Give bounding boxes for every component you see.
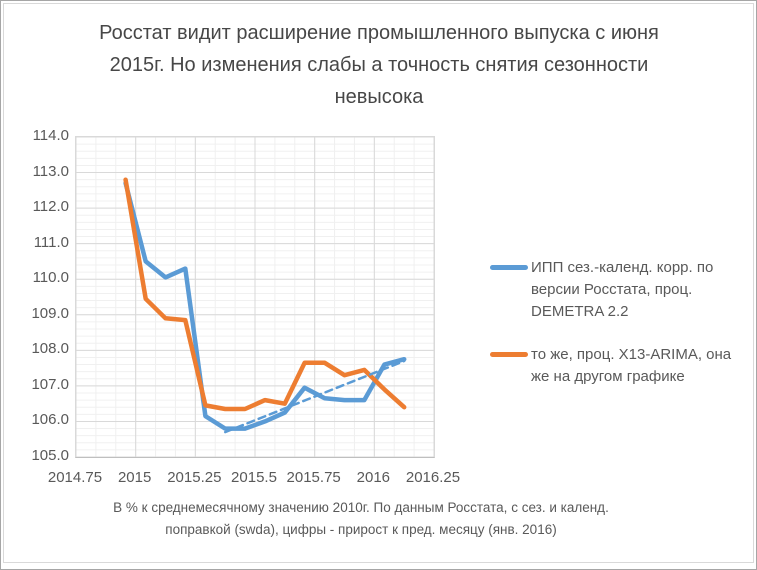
y-axis-tick-label: 113.0 <box>32 162 69 180</box>
y-axis-tick-label: 106.0 <box>31 411 69 429</box>
legend-item-x13: то же, проц. X13-ARIMA, она же на другом… <box>490 344 742 388</box>
x-axis-tick-label: 2015.25 <box>167 469 222 486</box>
footnote-line-1: В % к среднемесячному значению 2010г. По… <box>113 500 609 515</box>
x-axis-tick-label: 2015.75 <box>286 469 341 486</box>
y-axis-tick-label: 112.0 <box>32 198 69 216</box>
x-axis-tick-label: 2015.5 <box>231 469 277 486</box>
footnote: В % к среднемесячному значению 2010г. По… <box>1 497 721 541</box>
plot-area <box>75 136 435 458</box>
series-line-trend-dashed <box>223 359 406 434</box>
y-axis-tick-label: 111.0 <box>33 233 69 251</box>
legend-label: ИПП сез.-календ. корр. по версии Росстат… <box>531 259 714 320</box>
y-axis-tick-label: 108.0 <box>31 340 69 358</box>
series-line-0 <box>123 180 407 431</box>
y-axis-tick-label: 110.0 <box>32 269 69 287</box>
chart-title: Росстат видит расширение промышленного в… <box>99 22 659 108</box>
x-axis-tick-label: 2016.25 <box>405 469 461 486</box>
footnote-line-2: поправкой (swda), цифры - прирост к пред… <box>165 522 557 537</box>
y-axis-tick-label: 109.0 <box>31 304 69 322</box>
x-axis-tick-label: 2014.75 <box>47 469 103 486</box>
x-axis-tick-label: 2015 <box>117 469 152 486</box>
y-axis-tick-label: 105.0 <box>31 447 69 464</box>
legend: ИПП сез.-календ. корр. по версии Росстат… <box>490 257 742 409</box>
legend-item-demetra: ИПП сез.-календ. корр. по версии Росстат… <box>490 257 742 323</box>
x-axis-tick-label: 2016 <box>356 469 391 486</box>
legend-line-swatch-blue <box>490 265 528 270</box>
legend-line-swatch-orange <box>490 352 528 357</box>
legend-label: то же, проц. X13-ARIMA, она же на другом… <box>531 346 732 385</box>
y-axis-tick-label: 114.0 <box>32 127 69 144</box>
y-axis-tick-label: 107.0 <box>31 375 69 393</box>
plot-canvas <box>76 137 434 457</box>
series-line-1 <box>123 177 407 412</box>
